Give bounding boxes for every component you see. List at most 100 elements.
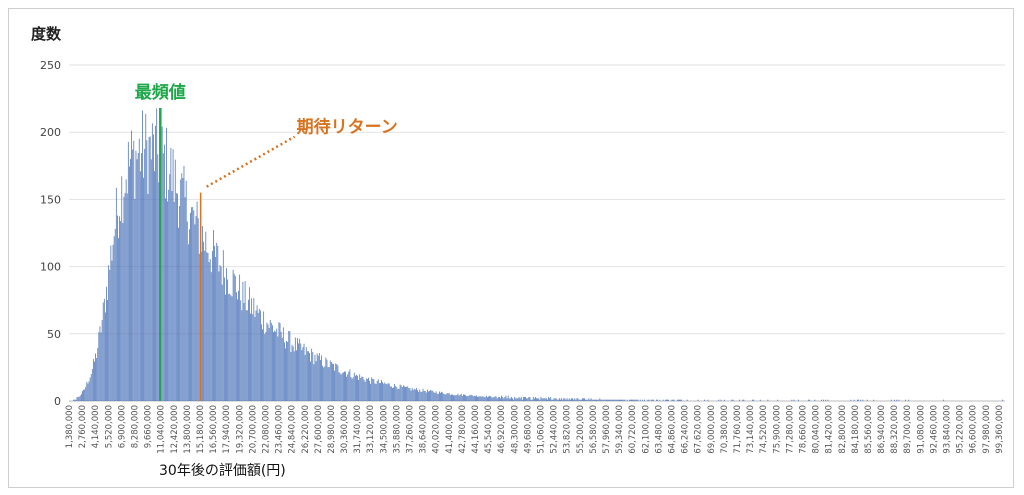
histogram-bar — [588, 398, 590, 401]
histogram-bar — [452, 394, 453, 401]
histogram-bar — [251, 298, 253, 401]
histogram-bar — [873, 399, 875, 401]
histogram-bar — [475, 396, 476, 401]
x-tick-label: 69,000,000 — [707, 405, 717, 454]
grid-lines — [69, 64, 1005, 402]
histogram-bar — [388, 383, 390, 401]
histogram-bar — [866, 399, 868, 401]
histogram-bar — [896, 399, 898, 401]
histogram-bar — [657, 399, 659, 401]
histogram-bar — [282, 327, 284, 401]
histogram-bar — [857, 399, 858, 401]
histogram-bar — [413, 388, 415, 401]
histogram-bar — [235, 292, 237, 401]
histogram-bar — [557, 399, 559, 401]
histogram-bar — [74, 399, 76, 401]
histogram-bar — [238, 290, 239, 401]
histogram-bar — [293, 351, 295, 401]
x-tick-label: 52,440,000 — [550, 405, 560, 454]
histogram-bar — [97, 348, 99, 401]
histogram-bar — [454, 395, 456, 401]
histogram-bar — [168, 189, 170, 401]
histogram-bar — [223, 277, 225, 401]
histogram-bar — [258, 308, 260, 401]
histogram-bar — [492, 397, 494, 401]
histogram-bar — [187, 244, 189, 401]
histogram-bar — [341, 373, 343, 401]
x-tick-label: 51,060,000 — [537, 405, 547, 454]
histogram-bar — [526, 398, 528, 401]
histogram-bar — [513, 399, 514, 401]
histogram-bar — [83, 389, 84, 401]
x-tick-label: 15,180,000 — [196, 405, 206, 454]
histogram-bar — [642, 399, 643, 401]
histogram-bar — [576, 398, 578, 401]
histogram-bar — [280, 331, 282, 401]
x-tick-label: 67,620,000 — [694, 405, 704, 454]
x-tick-label: 48,300,000 — [510, 405, 520, 454]
histogram-bar — [222, 250, 224, 401]
histogram-bar — [165, 198, 166, 401]
x-tick-label: 99,360,000 — [995, 405, 1005, 454]
histogram-bar — [195, 216, 197, 401]
histogram-bar — [113, 236, 115, 401]
histogram-bar — [310, 361, 311, 401]
histogram-bar — [182, 177, 184, 401]
x-tick-label: 59,340,000 — [615, 405, 625, 454]
histogram-bar — [177, 193, 178, 401]
histogram-bar — [425, 392, 427, 401]
histogram-bar — [333, 363, 334, 401]
histogram-bar — [324, 366, 326, 401]
histogram-bar — [233, 273, 235, 401]
histogram-bar — [292, 346, 294, 401]
histogram-bar — [342, 372, 344, 401]
histogram-bar — [311, 348, 313, 401]
histogram-bar — [659, 399, 661, 401]
histogram-bar — [275, 331, 277, 401]
histogram-bar — [518, 396, 520, 401]
histogram-bar — [648, 399, 650, 401]
x-tick-label: 20,700,000 — [248, 405, 258, 454]
histogram-bar — [269, 319, 271, 401]
histogram-bar — [620, 399, 621, 401]
histogram-bar — [489, 395, 490, 401]
x-tick-label: 56,580,000 — [589, 405, 599, 454]
histogram-bar — [305, 347, 307, 401]
histogram-bar — [169, 174, 171, 401]
histogram-bar — [441, 391, 442, 401]
histogram-bar — [266, 322, 268, 401]
histogram-bar — [767, 399, 769, 401]
histogram-bar — [443, 393, 445, 401]
histogram-bar — [330, 362, 332, 401]
histogram-bar — [809, 399, 810, 401]
x-tick-label: 35,880,000 — [392, 405, 402, 454]
histogram-bar — [339, 373, 341, 401]
x-tick-label: 63,480,000 — [654, 405, 664, 454]
histogram-bar — [303, 343, 305, 401]
histogram-bar — [606, 399, 607, 401]
histogram-bar — [340, 374, 342, 401]
histogram-bar — [230, 295, 232, 401]
histogram-bar — [257, 312, 259, 401]
histogram-bar — [393, 387, 394, 401]
histogram-bar — [680, 399, 681, 401]
histogram-bar — [447, 393, 449, 401]
histogram-bar — [469, 394, 471, 401]
histogram-bar — [142, 110, 143, 402]
histogram-bar — [352, 377, 354, 401]
histogram-bar — [234, 275, 236, 401]
histogram-bar — [437, 393, 439, 401]
histogram-bar — [181, 173, 183, 401]
histogram-bar — [77, 396, 79, 401]
histogram-bar — [244, 281, 246, 401]
histogram-bar — [571, 398, 572, 401]
histogram-bar — [237, 299, 238, 401]
histogram-bar — [396, 387, 398, 401]
histogram-bar — [163, 144, 165, 402]
histogram-bar — [299, 338, 301, 401]
histogram-bar — [345, 371, 346, 401]
x-tick-label: 8,280,000 — [130, 405, 140, 448]
histogram-bar — [493, 397, 495, 401]
histogram-bar — [791, 399, 793, 401]
histogram-bar — [204, 250, 206, 401]
